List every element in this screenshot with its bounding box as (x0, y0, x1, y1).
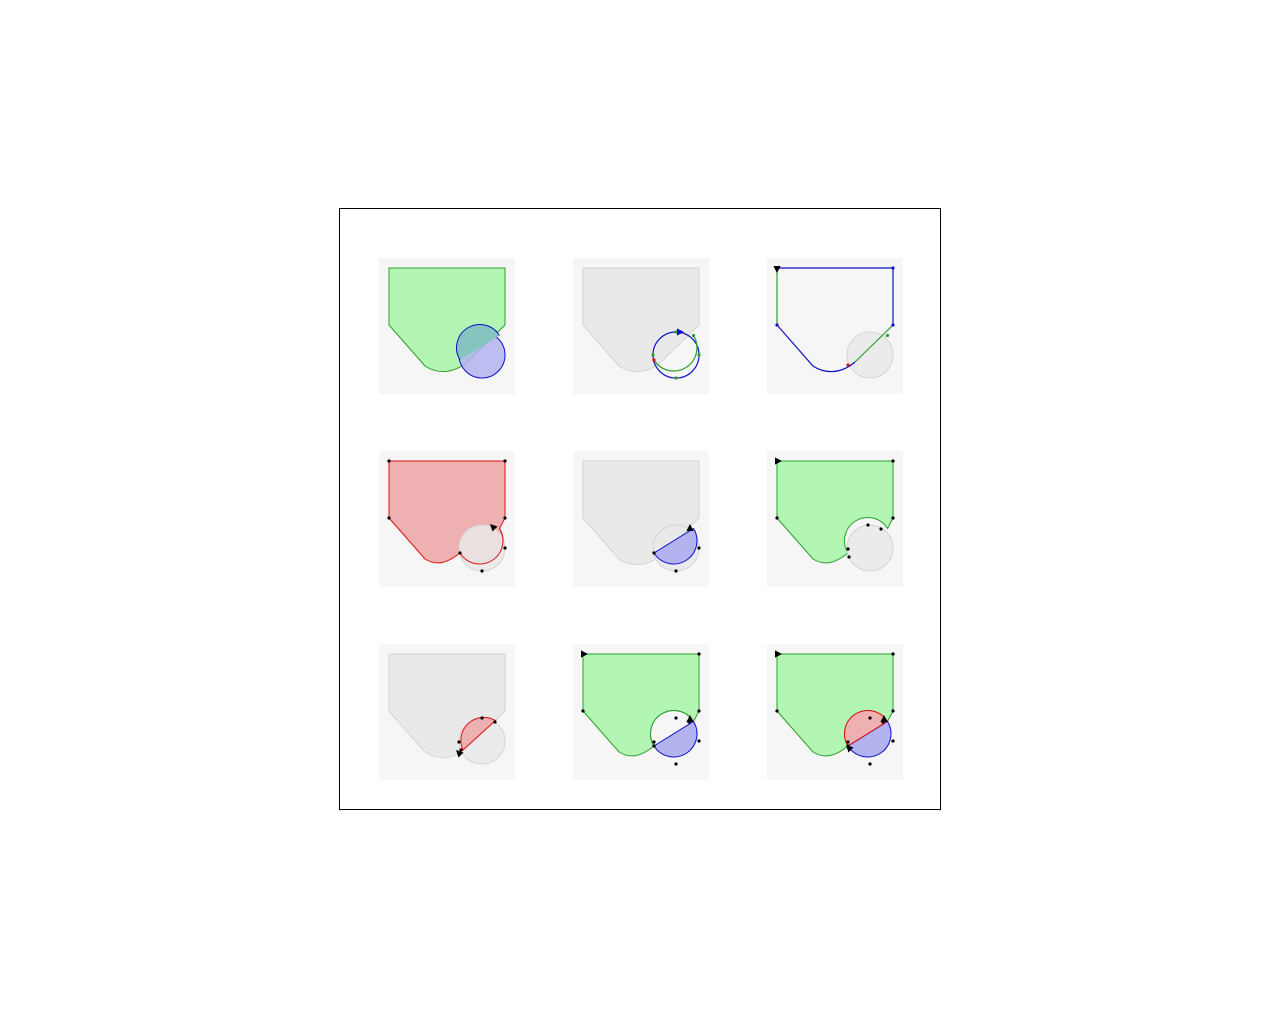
vertex-dot (891, 652, 894, 655)
vertex-dot (891, 266, 894, 269)
vertex-dot (652, 744, 655, 747)
vertex-dot (846, 363, 849, 366)
vertex-dot (697, 709, 700, 712)
vertex-dot (879, 527, 882, 530)
vertex-dot (674, 569, 677, 572)
vertex-dot (674, 376, 677, 379)
vertex-dot (891, 739, 894, 742)
panel-clip-circle-vertices (573, 258, 709, 394)
vertex-dot (387, 459, 390, 462)
panel-intersection (573, 451, 709, 587)
vertex-dot (775, 516, 778, 519)
vertex-dot (503, 459, 506, 462)
vertex-dot (847, 555, 850, 558)
vertex-dot (866, 523, 869, 526)
vertex-dot (775, 323, 778, 326)
vertex-dot (674, 762, 677, 765)
ghost-circle (847, 525, 893, 571)
ghost-circle (847, 332, 893, 378)
vertex-dot (891, 459, 894, 462)
vertex-dot (775, 709, 778, 712)
vertex-dot (692, 334, 695, 337)
vertex-dot (697, 739, 700, 742)
panel-xor-partition (573, 644, 709, 780)
figure-frame (339, 208, 941, 810)
vertex-dot (891, 516, 894, 519)
vertex-dot (886, 334, 889, 337)
vertex-dot (868, 716, 871, 719)
vertex-dot (652, 551, 655, 554)
panel-difference-subject-minus-clip (767, 451, 903, 587)
vertex-dot (458, 551, 461, 554)
vertex-dot (697, 652, 700, 655)
vertex-dot (846, 740, 849, 743)
vertex-dot (674, 716, 677, 719)
vertex-dot (457, 740, 460, 743)
vertex-dot (493, 720, 496, 723)
vertex-dot (480, 716, 483, 719)
vertex-dot (697, 353, 700, 356)
panel-subject-outline-vertices (767, 258, 903, 394)
vertex-dot (652, 740, 655, 743)
vertex-dot (503, 546, 506, 549)
vertex-dot (697, 546, 700, 549)
panel-subject-and-clip (379, 258, 515, 394)
vertex-dot (581, 709, 584, 712)
vertex-dot (891, 709, 894, 712)
vertex-dot (503, 516, 506, 519)
panel-difference-clip-minus-subject (379, 644, 515, 780)
panel-union (379, 451, 515, 587)
vertex-dot (891, 323, 894, 326)
vertex-dot (846, 547, 849, 550)
vertex-dot (651, 353, 654, 356)
vertex-dot (652, 358, 655, 361)
vertex-dot (459, 748, 462, 751)
vertex-dot (868, 762, 871, 765)
vertex-dot (480, 569, 483, 572)
panel-full-partition (767, 644, 903, 780)
vertex-dot (387, 516, 390, 519)
panel-grid (340, 209, 940, 809)
